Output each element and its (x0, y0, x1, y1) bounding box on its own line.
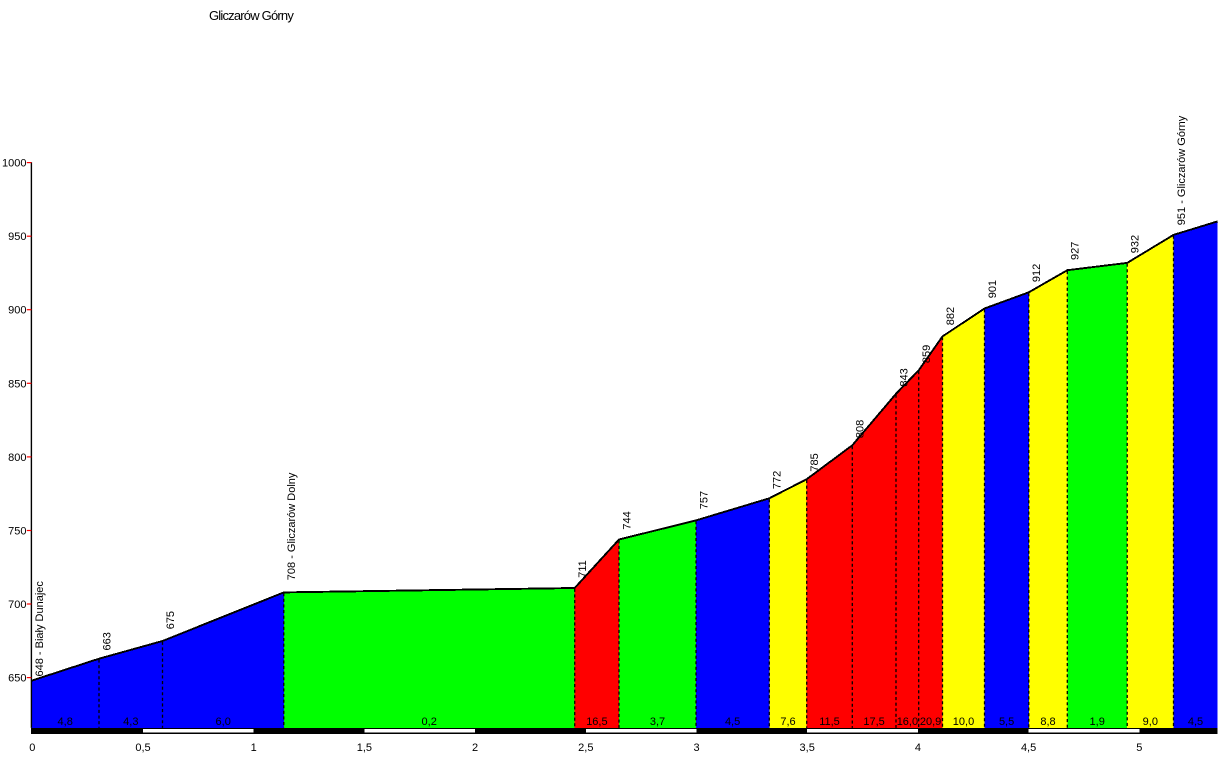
svg-text:6,0: 6,0 (216, 716, 231, 728)
svg-text:1,9: 1,9 (1090, 716, 1105, 728)
svg-text:7,6: 7,6 (780, 716, 795, 728)
svg-text:912: 912 (1031, 264, 1043, 282)
svg-text:0,5: 0,5 (135, 742, 150, 754)
svg-text:648 - Biały Dunajec: 648 - Biały Dunajec (34, 581, 46, 677)
svg-text:708 - Gliczarów Dolny: 708 - Gliczarów Dolny (286, 472, 298, 580)
svg-text:650: 650 (8, 673, 26, 685)
svg-text:5: 5 (1136, 742, 1142, 754)
svg-text:900: 900 (8, 305, 26, 317)
svg-text:744: 744 (621, 511, 633, 529)
svg-text:663: 663 (101, 632, 113, 650)
svg-text:2: 2 (472, 742, 478, 754)
svg-text:Gliczarów Górny: Gliczarów Górny (209, 8, 294, 23)
svg-text:16,0: 16,0 (897, 716, 918, 728)
svg-text:808: 808 (855, 420, 867, 438)
svg-text:932: 932 (1130, 235, 1142, 253)
svg-text:0: 0 (29, 742, 35, 754)
svg-text:1: 1 (251, 742, 257, 754)
svg-text:785: 785 (809, 453, 821, 471)
svg-text:772: 772 (772, 471, 784, 489)
svg-text:800: 800 (8, 452, 26, 464)
svg-text:17,5: 17,5 (863, 716, 884, 728)
svg-text:4,3: 4,3 (123, 716, 138, 728)
svg-text:3: 3 (693, 742, 699, 754)
svg-text:859: 859 (921, 345, 933, 363)
svg-text:927: 927 (1070, 242, 1082, 260)
svg-text:843: 843 (898, 368, 910, 386)
svg-text:10,0: 10,0 (953, 716, 974, 728)
svg-text:3,5: 3,5 (800, 742, 815, 754)
svg-text:882: 882 (945, 307, 957, 325)
svg-text:850: 850 (8, 378, 26, 390)
svg-text:950: 950 (8, 231, 26, 243)
svg-text:3,7: 3,7 (650, 716, 665, 728)
svg-text:711: 711 (577, 560, 589, 578)
svg-text:700: 700 (8, 599, 26, 611)
svg-text:8,8: 8,8 (1040, 716, 1055, 728)
svg-text:901: 901 (987, 280, 999, 298)
svg-text:951 - Gliczarów Górny: 951 - Gliczarów Górny (1176, 115, 1188, 225)
svg-text:1,5: 1,5 (357, 742, 372, 754)
svg-text:0,2: 0,2 (422, 716, 437, 728)
svg-text:1000: 1000 (2, 158, 26, 170)
svg-text:4: 4 (915, 742, 921, 754)
svg-text:5,5: 5,5 (999, 716, 1014, 728)
svg-text:11,5: 11,5 (819, 716, 840, 728)
svg-text:4,8: 4,8 (58, 716, 73, 728)
svg-text:675: 675 (165, 611, 177, 629)
svg-text:4,5: 4,5 (1021, 742, 1036, 754)
svg-text:4,5: 4,5 (1188, 716, 1203, 728)
svg-text:750: 750 (8, 526, 26, 538)
svg-text:9,0: 9,0 (1143, 716, 1158, 728)
svg-text:2,5: 2,5 (578, 742, 593, 754)
svg-text:20,9: 20,9 (920, 716, 941, 728)
svg-text:16,5: 16,5 (586, 716, 607, 728)
svg-text:757: 757 (698, 491, 710, 509)
svg-text:4,5: 4,5 (725, 716, 740, 728)
